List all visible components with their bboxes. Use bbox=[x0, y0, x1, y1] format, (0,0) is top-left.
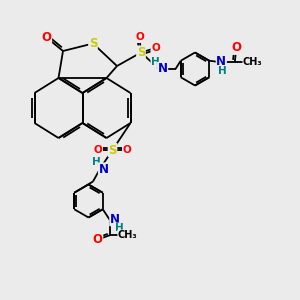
Text: H: H bbox=[92, 157, 100, 167]
Text: N: N bbox=[216, 55, 226, 68]
Text: H: H bbox=[115, 223, 124, 233]
Text: S: S bbox=[108, 143, 117, 157]
Text: S: S bbox=[137, 46, 145, 59]
Text: S: S bbox=[89, 37, 97, 50]
Text: N: N bbox=[158, 62, 168, 76]
Text: N: N bbox=[98, 163, 109, 176]
Text: O: O bbox=[41, 31, 52, 44]
Text: O: O bbox=[94, 145, 103, 155]
Text: O: O bbox=[135, 32, 144, 43]
Text: O: O bbox=[93, 233, 103, 246]
Text: CH₃: CH₃ bbox=[118, 230, 137, 240]
Text: H: H bbox=[151, 57, 160, 68]
Text: O: O bbox=[151, 43, 160, 53]
Text: H: H bbox=[218, 66, 227, 76]
Text: O: O bbox=[122, 145, 131, 155]
Text: O: O bbox=[231, 41, 241, 54]
Text: N: N bbox=[110, 213, 120, 226]
Text: CH₃: CH₃ bbox=[243, 57, 262, 67]
